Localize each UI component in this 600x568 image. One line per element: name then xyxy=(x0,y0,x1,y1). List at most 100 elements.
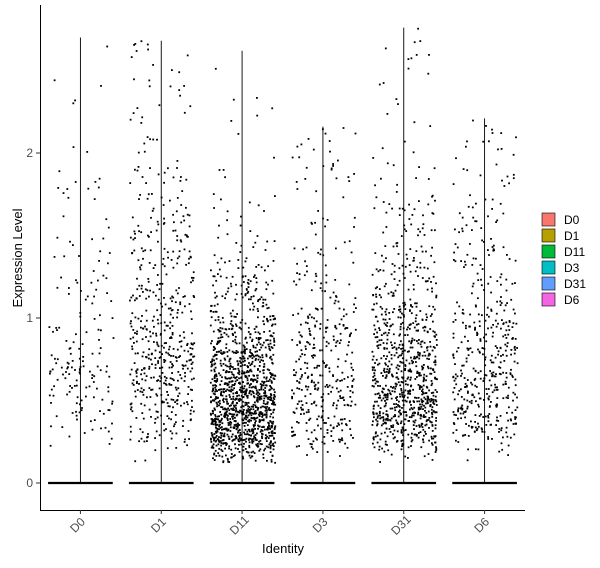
data-point xyxy=(431,287,433,290)
data-point xyxy=(217,401,220,403)
data-point xyxy=(481,430,484,433)
data-point xyxy=(491,391,494,394)
data-point xyxy=(386,338,389,341)
data-point xyxy=(230,390,233,393)
data-point xyxy=(266,307,269,310)
data-point xyxy=(401,393,404,396)
data-point xyxy=(482,353,484,356)
data-point xyxy=(229,418,232,420)
data-point xyxy=(404,455,407,458)
data-point xyxy=(417,372,419,374)
data-point xyxy=(511,326,514,328)
data-point xyxy=(399,333,401,336)
data-point xyxy=(138,198,140,200)
data-point xyxy=(158,434,161,437)
data-point xyxy=(193,296,195,298)
data-point xyxy=(471,206,474,209)
data-point xyxy=(245,388,248,391)
data-point xyxy=(435,417,437,419)
data-point xyxy=(145,375,148,377)
data-point xyxy=(246,292,249,294)
data-point xyxy=(269,372,272,374)
data-point xyxy=(235,437,238,439)
data-point xyxy=(268,407,271,409)
data-point xyxy=(134,352,137,355)
data-point xyxy=(429,345,432,348)
data-point xyxy=(273,240,276,242)
data-point xyxy=(245,348,248,350)
data-point xyxy=(385,226,388,228)
data-point xyxy=(214,422,217,425)
data-point xyxy=(373,374,376,377)
data-point xyxy=(391,207,393,210)
data-point xyxy=(481,239,483,242)
data-point xyxy=(269,355,272,358)
data-point xyxy=(350,366,353,369)
data-point xyxy=(254,346,257,349)
data-point xyxy=(378,329,381,331)
data-point xyxy=(266,396,269,399)
data-point xyxy=(220,406,222,408)
data-point xyxy=(254,289,257,292)
data-point xyxy=(392,437,395,440)
data-point xyxy=(237,398,240,401)
data-point xyxy=(147,193,150,196)
data-point xyxy=(414,357,417,360)
data-point xyxy=(342,315,345,318)
data-point xyxy=(315,275,318,277)
data-point xyxy=(265,288,268,291)
data-point xyxy=(426,288,429,291)
data-point xyxy=(110,300,113,302)
data-point xyxy=(167,307,170,310)
data-point xyxy=(348,283,351,286)
data-point xyxy=(272,411,275,414)
data-point xyxy=(217,337,220,340)
data-point xyxy=(131,312,134,315)
data-point xyxy=(210,342,212,345)
data-point xyxy=(140,264,143,267)
data-point xyxy=(273,344,276,347)
data-point xyxy=(226,388,229,391)
data-point xyxy=(188,250,191,253)
data-point xyxy=(389,392,391,395)
data-point xyxy=(235,423,238,426)
data-point xyxy=(133,230,136,233)
data-point xyxy=(260,412,263,415)
data-point xyxy=(154,437,156,439)
data-point xyxy=(229,362,232,365)
data-point xyxy=(273,398,276,401)
data-point xyxy=(139,428,142,431)
data-point xyxy=(413,421,416,424)
data-point xyxy=(158,104,161,107)
data-point xyxy=(235,293,238,296)
data-point xyxy=(467,349,470,351)
data-point xyxy=(72,244,74,246)
data-point xyxy=(485,333,487,336)
data-point xyxy=(137,259,140,262)
data-point xyxy=(220,198,222,201)
data-point xyxy=(56,358,59,361)
data-point xyxy=(320,405,323,408)
data-point xyxy=(386,334,389,337)
data-point xyxy=(209,310,212,313)
data-point xyxy=(267,398,270,400)
data-point xyxy=(148,408,151,411)
data-point xyxy=(410,340,413,342)
data-point xyxy=(400,323,402,325)
data-point xyxy=(166,402,169,404)
data-point xyxy=(419,417,422,420)
data-point xyxy=(424,326,427,329)
data-point xyxy=(502,371,504,374)
data-point xyxy=(241,413,244,416)
data-point xyxy=(270,376,272,378)
data-point xyxy=(245,412,248,414)
data-point xyxy=(482,140,485,143)
data-point xyxy=(352,311,355,313)
data-point xyxy=(507,333,510,336)
data-point xyxy=(408,203,410,206)
data-point xyxy=(313,317,315,320)
data-point xyxy=(190,310,192,313)
data-point xyxy=(217,273,219,275)
data-point xyxy=(147,353,150,356)
data-point xyxy=(323,436,326,438)
